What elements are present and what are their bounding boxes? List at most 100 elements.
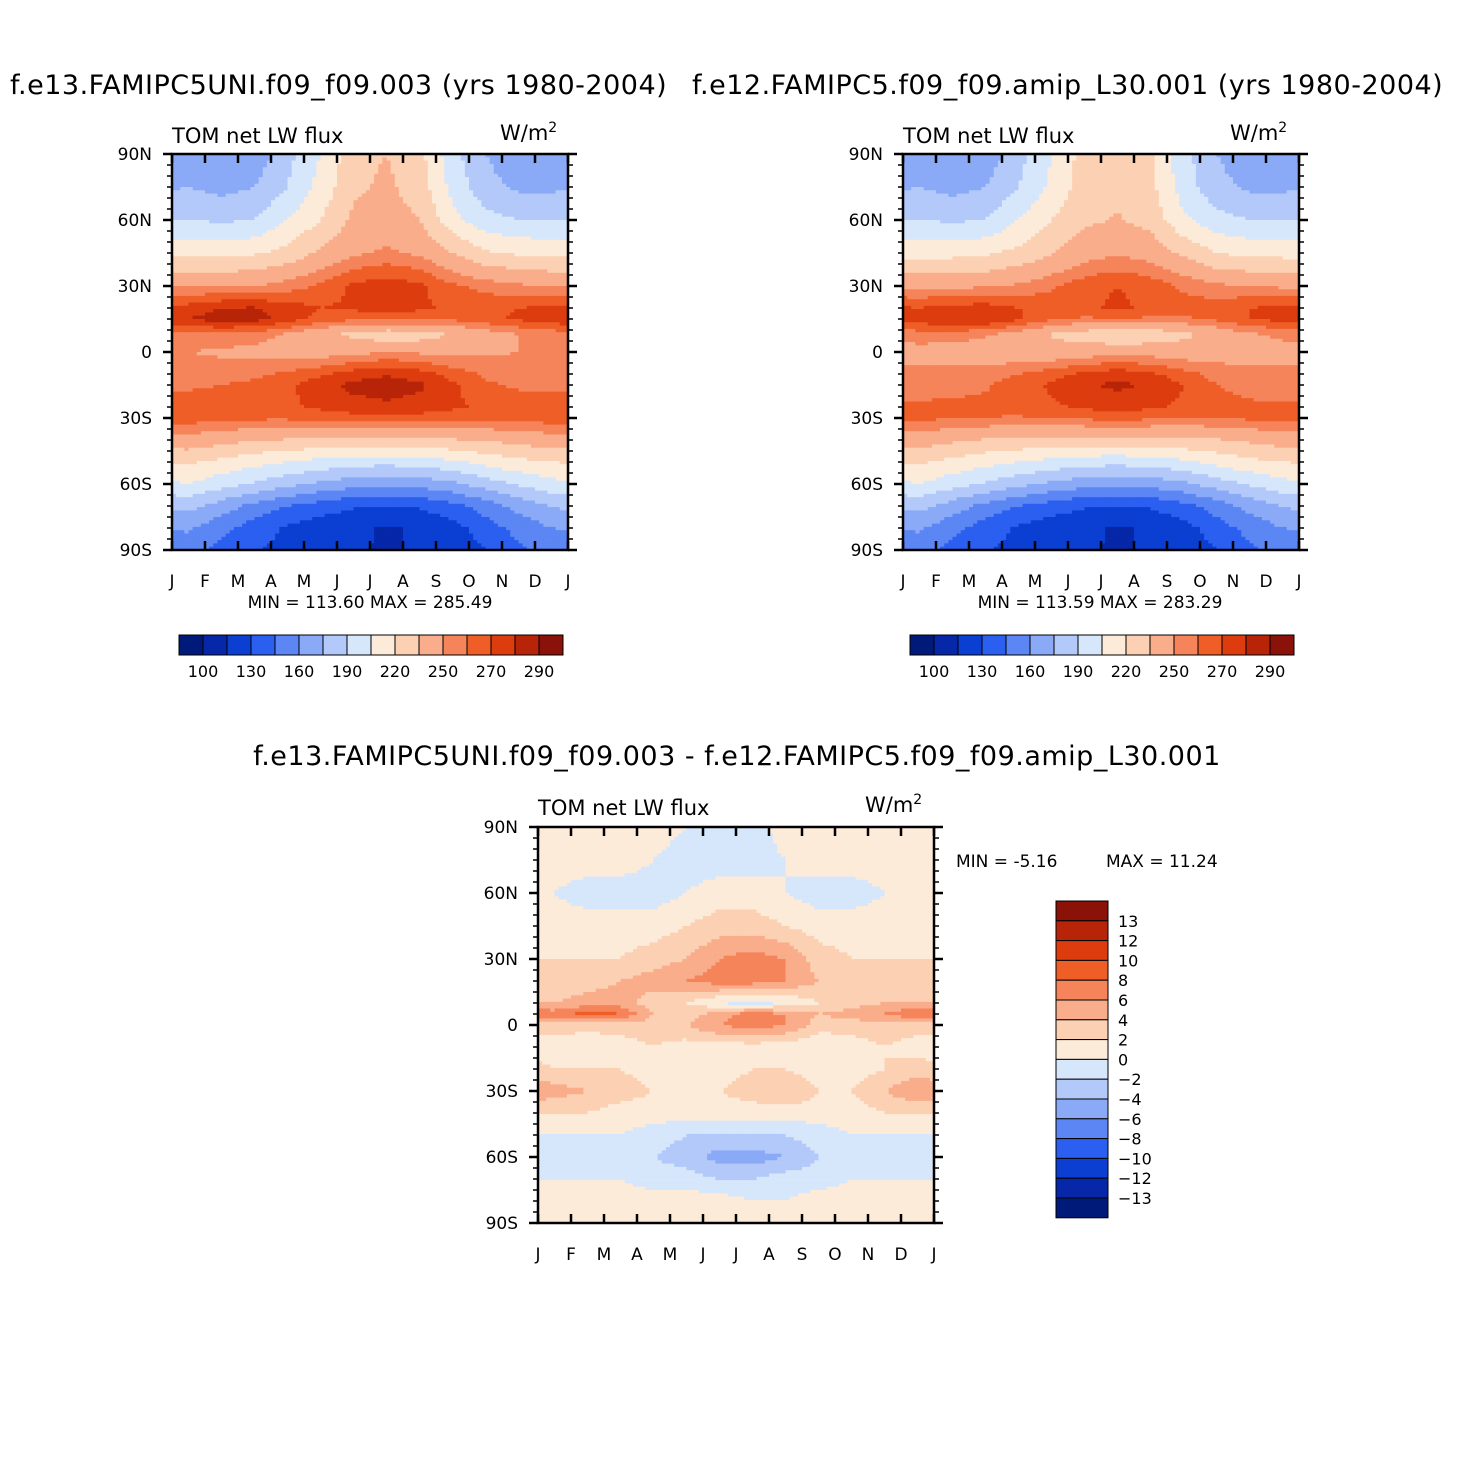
contour-cell [275,272,280,277]
contour-cell [192,299,198,304]
contour-cell [349,160,355,165]
contour-cell [452,272,458,277]
contour-cell [510,246,515,251]
contour-cell [489,167,495,172]
contour-cell [349,289,355,294]
contour-cell [262,203,268,208]
contour-cell [229,200,235,205]
contour-cell [423,190,429,195]
contour-cell [217,180,223,185]
contour-cell [341,299,346,304]
contour-cell [205,210,210,214]
contour-cell [345,200,350,205]
contour-cell [341,243,346,247]
contour-cell [469,154,474,158]
contour-cell [481,154,487,158]
contour-cell [283,266,289,271]
contour-cell [180,203,185,208]
contour-cell [382,276,388,280]
contour-cell [535,272,540,277]
contour-cell [328,279,334,284]
contour-cell [341,272,346,277]
contour-cell [246,269,251,274]
contour-cell [411,239,416,244]
contour-cell [370,305,375,310]
contour-cell [357,163,363,168]
contour-cell [357,177,363,181]
contour-cell [250,262,256,267]
contour-cell [217,295,223,300]
contour-cell [436,229,441,234]
contour-cell [225,193,231,198]
contour-cell [332,206,338,211]
contour-cell [328,203,334,208]
contour-cell [419,157,425,162]
contour-cell [522,256,528,261]
contour-cell [266,229,272,234]
contour-cell [506,229,511,234]
contour-cell [547,286,553,290]
contour-cell [378,249,383,254]
contour-cell [295,187,301,191]
contour-cell [469,259,474,264]
contour-cell [180,256,185,261]
contour-cell [535,269,540,274]
contour-cell [353,302,359,307]
contour-cell [250,210,256,214]
contour-cell [374,302,379,307]
contour-cell [415,259,421,264]
contour-cell [365,269,371,274]
contour-cell [238,200,243,205]
contour-cell [423,262,429,267]
contour-cell [407,246,412,251]
contour-cell [353,226,359,231]
contour-cell [514,173,520,178]
contour-cell [246,210,251,214]
contour-cell [196,180,202,185]
contour-cell [238,157,243,162]
contour-cell [551,295,557,300]
contour-cell [337,259,342,264]
contour-cell [452,239,458,244]
contour-cell [345,259,350,264]
contour-cell [320,302,326,307]
contour-cell [250,295,256,300]
contour-cell [411,246,416,251]
contour-cell [291,229,297,234]
contour-cell [184,292,190,297]
contour-cell [299,216,305,221]
contour-cell [217,163,223,168]
contour-cell [539,154,544,158]
contour-cell [266,282,272,287]
contour-cell [200,196,206,201]
contour-cell [386,226,392,231]
contour-cell [493,289,499,294]
contour-cell [299,246,305,251]
contour-cell [448,206,454,211]
contour-cell [539,173,544,178]
contour-cell [205,157,210,162]
contour-cell [258,157,264,162]
contour-cell [489,286,495,290]
contour-cell [563,163,568,168]
contour-cell [176,286,181,290]
contour-cell [341,157,346,162]
contour-cell [464,160,470,165]
contour-cell [436,249,441,254]
contour-cell [209,299,214,304]
contour-cell [394,269,400,274]
contour-cell [452,203,458,208]
contour-cell [341,160,346,165]
contour-cell [192,305,198,310]
contour-cell [246,200,251,205]
contour-cell [233,236,239,241]
contour-cell [184,309,190,313]
contour-cell [403,282,408,287]
contour-cell [452,213,458,218]
contour-cell [407,292,412,297]
contour-cell [357,196,363,201]
contour-cell [217,200,223,205]
contour-cell [262,157,268,162]
contour-cell [543,200,548,205]
contour-cell [217,305,223,310]
